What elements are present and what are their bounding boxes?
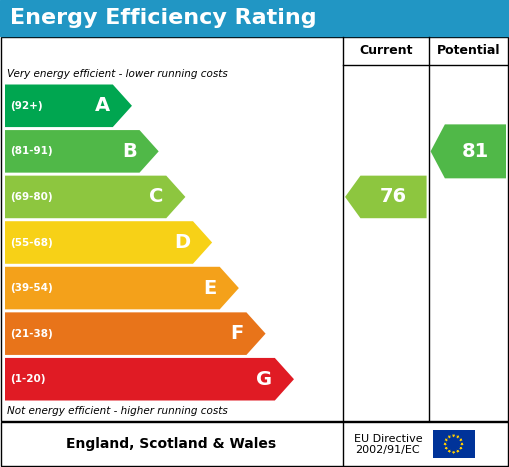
Text: (55-68): (55-68)	[10, 238, 53, 248]
Bar	[0, 0, 509, 36]
Polygon shape	[5, 85, 132, 127]
Polygon shape	[444, 446, 448, 450]
Text: D: D	[174, 233, 190, 252]
Text: Very energy efficient - lower running costs: Very energy efficient - lower running co…	[7, 69, 228, 79]
Polygon shape	[5, 130, 159, 173]
Polygon shape	[459, 446, 463, 450]
Text: B: B	[122, 142, 136, 161]
Text: E: E	[204, 279, 217, 297]
Polygon shape	[460, 442, 464, 446]
Text: 76: 76	[380, 187, 407, 206]
Bar	[1, 422, 508, 466]
Bar	[433, 430, 474, 458]
Text: (69-80): (69-80)	[10, 192, 52, 202]
Polygon shape	[444, 438, 448, 442]
Polygon shape	[431, 124, 506, 178]
Polygon shape	[459, 438, 463, 442]
Polygon shape	[5, 176, 185, 218]
Text: EU Directive: EU Directive	[354, 434, 422, 444]
Polygon shape	[5, 312, 266, 355]
Text: 2002/91/EC: 2002/91/EC	[355, 445, 420, 455]
Text: (92+): (92+)	[10, 101, 43, 111]
Polygon shape	[5, 267, 239, 309]
Text: G: G	[256, 370, 272, 389]
Text: (1-20): (1-20)	[10, 374, 45, 384]
Polygon shape	[5, 221, 212, 264]
Text: F: F	[230, 324, 243, 343]
Text: Not energy efficient - higher running costs: Not energy efficient - higher running co…	[7, 406, 228, 416]
Polygon shape	[451, 451, 456, 454]
Polygon shape	[447, 450, 451, 453]
Text: C: C	[149, 187, 163, 206]
Text: Energy Efficiency Rating: Energy Efficiency Rating	[10, 8, 317, 28]
Text: England, Scotland & Wales: England, Scotland & Wales	[67, 437, 276, 451]
Polygon shape	[443, 442, 447, 446]
Polygon shape	[5, 358, 294, 401]
Text: (39-54): (39-54)	[10, 283, 53, 293]
Text: A: A	[95, 96, 110, 115]
Polygon shape	[345, 176, 427, 218]
Text: (81-91): (81-91)	[10, 146, 52, 156]
Text: Potential: Potential	[437, 44, 500, 57]
Polygon shape	[456, 450, 460, 453]
Text: (21-38): (21-38)	[10, 329, 53, 339]
Polygon shape	[456, 435, 460, 439]
Bar	[1, 37, 508, 421]
Polygon shape	[447, 435, 451, 439]
Text: Current: Current	[359, 44, 413, 57]
Polygon shape	[451, 434, 456, 438]
Text: 81: 81	[462, 142, 489, 161]
